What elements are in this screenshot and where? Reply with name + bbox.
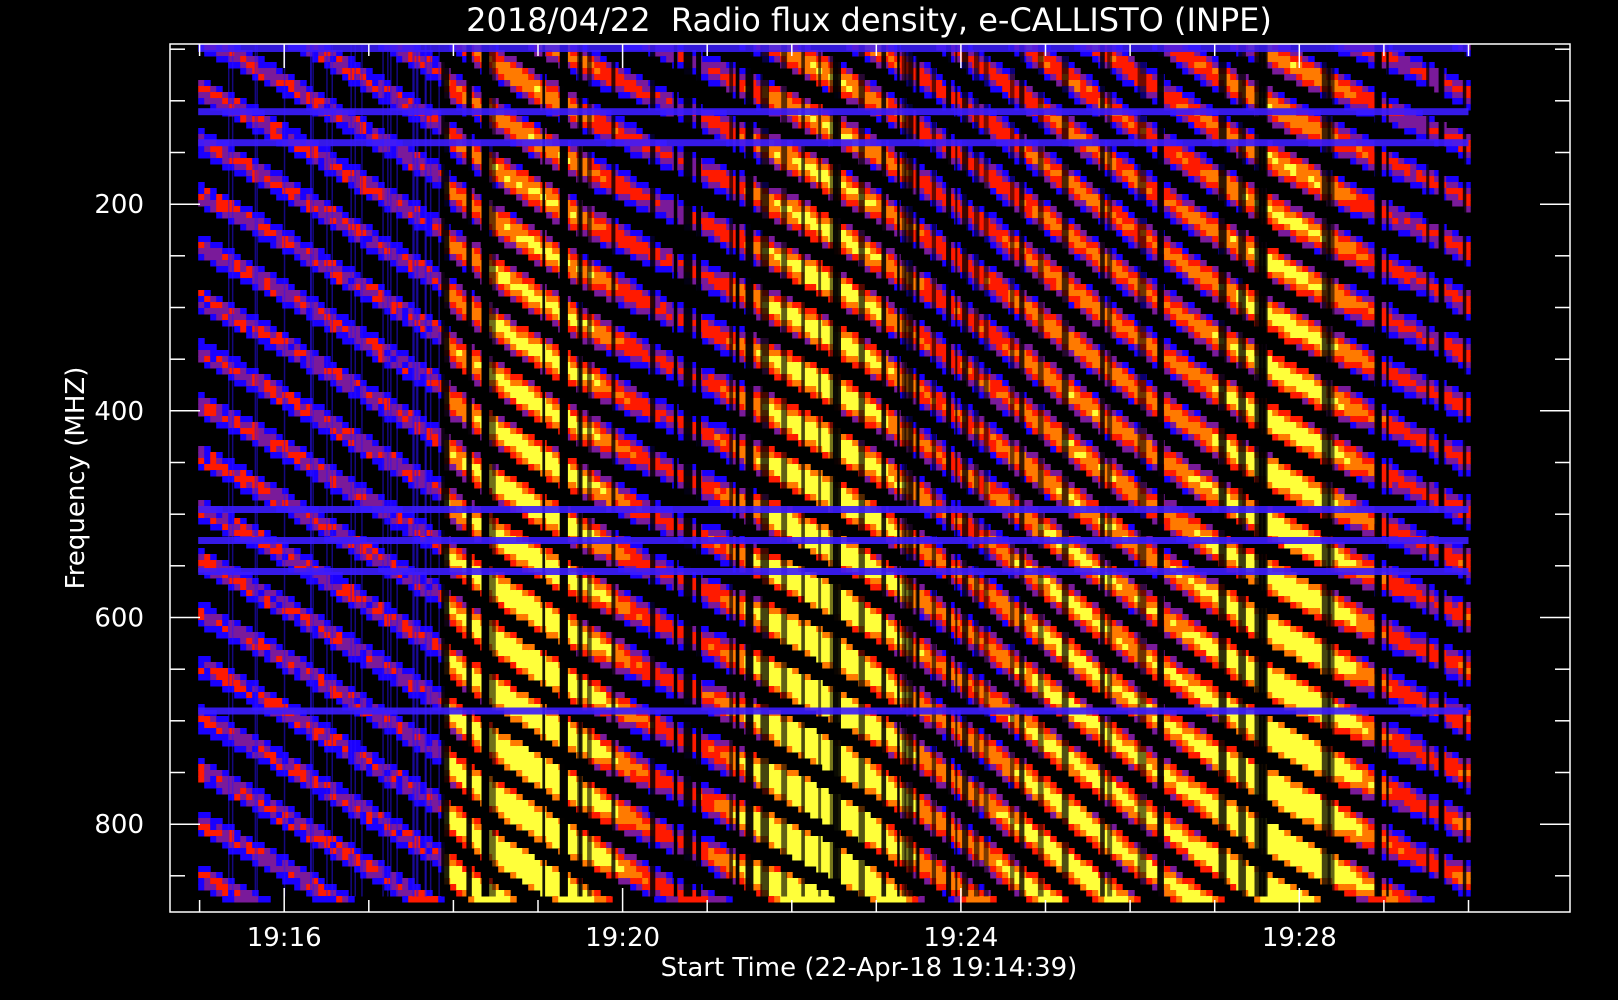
y-tick-label: 600 <box>94 604 144 634</box>
x-axis-label: Start Time (22-Apr-18 19:14:39) <box>661 953 1078 983</box>
spectrogram-data <box>198 44 1471 903</box>
y-tick-label: 400 <box>94 397 144 427</box>
plot-frame <box>169 43 1571 913</box>
y-tick-label: 200 <box>94 190 144 220</box>
x-tick-label: 19:24 <box>923 923 998 953</box>
x-tick-label: 19:28 <box>1262 923 1337 953</box>
y-tick-label: 800 <box>94 810 144 840</box>
chart-title: 2018/04/22 Radio flux density, e-CALLIST… <box>466 1 1272 39</box>
axis-ticks: 19:16 19:20 19:24 19:28 200 400 600 800 <box>94 44 1570 953</box>
y-axis-label: Frequency (MHZ) <box>61 367 91 590</box>
x-tick-label: 19:20 <box>585 923 660 953</box>
x-tick-label: 19:16 <box>247 923 322 953</box>
